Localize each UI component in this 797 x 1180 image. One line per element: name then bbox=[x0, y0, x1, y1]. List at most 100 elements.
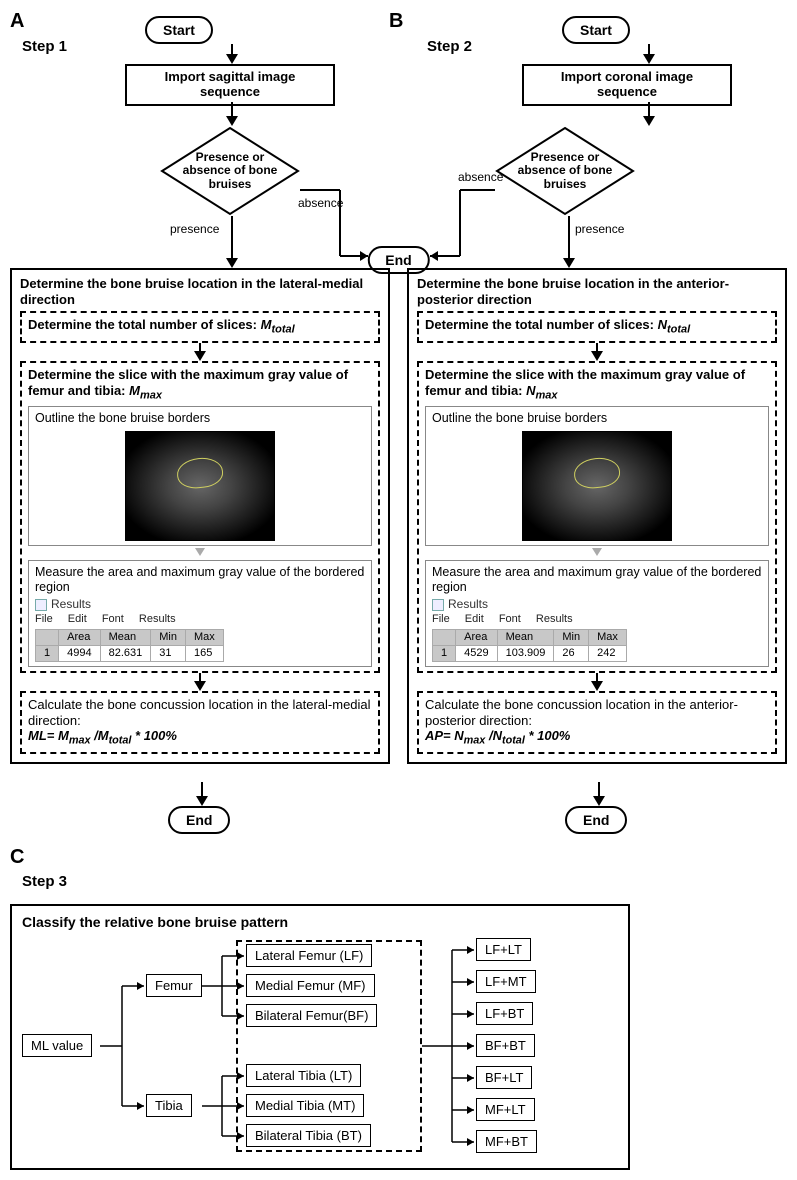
import-a: Import sagittal image sequence bbox=[125, 64, 335, 106]
menu-font: Font bbox=[102, 613, 124, 625]
results-title-a-text: Results bbox=[51, 597, 91, 611]
figure-root: End absence absence A Step 1 Start Impor… bbox=[10, 10, 787, 1170]
d2-a-pre: Determine the slice with the maximum gra… bbox=[28, 367, 348, 398]
menubar-a: File Edit Font Results bbox=[35, 613, 365, 626]
cb1: Area bbox=[456, 629, 497, 645]
table-b: Area Mean Min Max 1 4529 103.909 26 242 bbox=[432, 629, 627, 662]
presence-label-b: presence bbox=[575, 222, 624, 236]
calc-b: Calculate the bone concussion location i… bbox=[417, 691, 777, 754]
absence-label-a: absence bbox=[298, 196, 343, 210]
decision-b: Presence or absence of bone bruises bbox=[495, 126, 635, 216]
rb3: 26 bbox=[554, 645, 589, 661]
ft0: Lateral Femur (LF) bbox=[246, 944, 372, 967]
ra2: 82.631 bbox=[100, 645, 151, 661]
outline-b: Outline the bone bruise borders bbox=[425, 406, 769, 546]
d1-b-var: N bbox=[658, 317, 667, 332]
menu-results: Results bbox=[139, 613, 176, 625]
label-step2: Step 2 bbox=[427, 38, 472, 55]
mri-b bbox=[522, 431, 672, 541]
ra4: 165 bbox=[186, 645, 224, 661]
d1-b: Determine the total number of slices: Nt… bbox=[417, 311, 777, 343]
cb3: Min bbox=[554, 629, 589, 645]
rb0: 1 bbox=[433, 645, 456, 661]
flowcharts-row: End absence absence A Step 1 Start Impor… bbox=[10, 10, 787, 840]
menu-file: File bbox=[35, 613, 53, 625]
node-ml: ML value bbox=[22, 1034, 92, 1057]
classify-area: ML value Femur Tibia Lateral Femur (LF) … bbox=[22, 936, 618, 1156]
node-tibia: Tibia bbox=[146, 1094, 192, 1117]
start-b: Start bbox=[562, 16, 630, 44]
node-femur: Femur bbox=[146, 974, 202, 997]
ca2: Mean bbox=[100, 629, 151, 645]
label-step1: Step 1 bbox=[22, 38, 67, 55]
cm4: BF+LT bbox=[476, 1066, 532, 1089]
cm0: LF+LT bbox=[476, 938, 531, 961]
start-a: Start bbox=[145, 16, 213, 44]
calc-a-formula: ML= Mmax /Mtotal * 100% bbox=[28, 728, 372, 748]
end-b: End bbox=[565, 806, 627, 834]
connector-svg bbox=[10, 10, 787, 310]
ra0: 1 bbox=[36, 645, 59, 661]
ca3: Min bbox=[151, 629, 186, 645]
d2-b: Determine the slice with the maximum gra… bbox=[417, 361, 777, 673]
import-b: Import coronal image sequence bbox=[522, 64, 732, 106]
ca4: Max bbox=[186, 629, 224, 645]
calc-b-title: Calculate the bone concussion location i… bbox=[425, 697, 769, 728]
d2-a: Determine the slice with the maximum gra… bbox=[20, 361, 380, 673]
gray-arrow-b bbox=[592, 548, 602, 556]
rb1: 4529 bbox=[456, 645, 497, 661]
d1-a-pre: Determine the total number of slices: bbox=[28, 317, 261, 332]
bigtitle-b: Determine the bone bruise location in th… bbox=[417, 276, 777, 307]
mri-a bbox=[125, 431, 275, 541]
ft1: Medial Femur (MF) bbox=[246, 974, 375, 997]
label-C: C bbox=[10, 846, 787, 869]
measure-b: Measure the area and maximum gray value … bbox=[432, 565, 762, 595]
d2-b-var: N bbox=[526, 383, 535, 398]
cb4: Max bbox=[589, 629, 627, 645]
label-A: A bbox=[10, 10, 24, 33]
table-a: Area Mean Min Max 1 4994 82.631 31 165 bbox=[35, 629, 224, 662]
d1-b-pre: Determine the total number of slices: bbox=[425, 317, 658, 332]
results-icon bbox=[35, 599, 47, 611]
rb2: 103.909 bbox=[497, 645, 554, 661]
tt0: Lateral Tibia (LT) bbox=[246, 1064, 361, 1087]
decision-a: Presence or absence of bone bruises bbox=[160, 126, 300, 216]
cm3: BF+BT bbox=[476, 1034, 535, 1057]
results-b: Measure the area and maximum gray value … bbox=[425, 560, 769, 667]
menu-results-b: Results bbox=[536, 613, 573, 625]
calc-b-formula: AP= Nmax /Ntotal * 100% bbox=[425, 728, 769, 748]
measure-a: Measure the area and maximum gray value … bbox=[35, 565, 365, 595]
d2-b-sub: max bbox=[536, 389, 558, 401]
cm2: LF+BT bbox=[476, 1002, 533, 1025]
d1-a-var: M bbox=[261, 317, 272, 332]
end-a: End bbox=[168, 806, 230, 834]
cm1: LF+MT bbox=[476, 970, 536, 993]
d2-a-var: M bbox=[129, 383, 140, 398]
label-B: B bbox=[389, 10, 403, 33]
ra3: 31 bbox=[151, 645, 186, 661]
classify-title: Classify the relative bone bruise patter… bbox=[22, 914, 618, 930]
d1-a-sub: total bbox=[271, 324, 294, 336]
bigbox-b: Determine the bone bruise location in th… bbox=[407, 268, 787, 764]
results-title-b-text: Results bbox=[448, 597, 488, 611]
cb2: Mean bbox=[497, 629, 554, 645]
menu-edit: Edit bbox=[68, 613, 87, 625]
dash-group bbox=[236, 940, 422, 1152]
menu-edit-b: Edit bbox=[465, 613, 484, 625]
ca1: Area bbox=[59, 629, 100, 645]
outline-b-text: Outline the bone bruise borders bbox=[432, 411, 762, 427]
d2-b-pre: Determine the slice with the maximum gra… bbox=[425, 367, 745, 398]
d1-b-sub: total bbox=[667, 324, 690, 336]
ft2: Bilateral Femur(BF) bbox=[246, 1004, 377, 1027]
presence-label-a: presence bbox=[170, 222, 219, 236]
ra1: 4994 bbox=[59, 645, 100, 661]
classify-box: Classify the relative bone bruise patter… bbox=[10, 904, 630, 1170]
menu-file-b: File bbox=[432, 613, 450, 625]
decision-b-text: Presence or absence of bone bruises bbox=[495, 126, 635, 216]
calc-a: Calculate the bone concussion location i… bbox=[20, 691, 380, 754]
decision-a-text: Presence or absence of bone bruises bbox=[160, 126, 300, 216]
results-title-b: Results bbox=[432, 597, 762, 611]
label-step3: Step 3 bbox=[22, 873, 787, 890]
results-title-a: Results bbox=[35, 597, 365, 611]
section-c: Classify the relative bone bruise patter… bbox=[10, 904, 630, 1170]
